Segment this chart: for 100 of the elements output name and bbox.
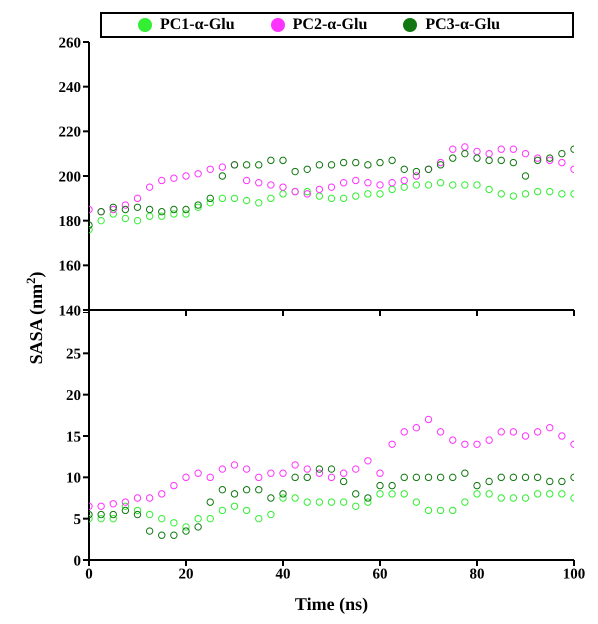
point xyxy=(182,527,190,535)
point xyxy=(461,470,469,477)
point xyxy=(376,158,384,166)
point xyxy=(206,166,214,173)
point xyxy=(352,502,360,510)
point xyxy=(412,181,420,189)
point xyxy=(412,474,420,482)
point xyxy=(194,201,202,209)
point xyxy=(328,194,336,202)
point xyxy=(400,428,408,436)
point xyxy=(388,186,396,194)
point xyxy=(206,498,214,506)
point xyxy=(304,188,311,196)
point xyxy=(291,494,299,502)
point xyxy=(412,172,420,180)
point xyxy=(424,416,432,424)
point xyxy=(110,500,117,508)
point xyxy=(558,190,566,198)
point xyxy=(328,465,336,473)
point xyxy=(473,482,481,490)
point xyxy=(255,514,262,522)
point xyxy=(255,474,262,482)
point xyxy=(279,494,287,502)
point xyxy=(461,181,469,189)
point xyxy=(461,150,469,158)
point xyxy=(558,150,566,158)
point xyxy=(255,161,262,169)
point xyxy=(436,161,444,169)
point xyxy=(522,432,530,440)
y-tick-label: 260 xyxy=(58,35,81,52)
y-tick-label: 180 xyxy=(58,214,81,230)
point xyxy=(485,150,493,158)
point xyxy=(412,498,420,506)
point xyxy=(388,490,396,498)
point xyxy=(122,206,130,214)
point xyxy=(134,216,142,224)
y-tick-label: 5 xyxy=(74,512,81,528)
point xyxy=(449,181,456,189)
y-tick-label: 20 xyxy=(66,388,81,404)
point xyxy=(158,532,166,539)
point xyxy=(400,166,408,173)
x-tick-label: 100 xyxy=(562,566,586,583)
point xyxy=(449,506,456,514)
point xyxy=(110,210,117,218)
point xyxy=(424,506,432,514)
y-tick-label: 200 xyxy=(58,169,81,186)
point xyxy=(412,424,420,432)
point xyxy=(388,156,396,164)
y-tick-label: 0 xyxy=(74,553,81,570)
point xyxy=(134,494,142,502)
point xyxy=(291,168,299,176)
point xyxy=(534,428,542,436)
point xyxy=(158,490,166,498)
point xyxy=(473,154,481,162)
point xyxy=(291,461,299,469)
point xyxy=(158,208,166,216)
y-tick-label: 10 xyxy=(66,470,81,487)
point xyxy=(473,440,481,448)
point xyxy=(449,474,456,482)
point xyxy=(376,190,384,198)
point xyxy=(328,183,336,191)
point xyxy=(158,212,166,220)
point xyxy=(134,194,142,202)
point xyxy=(242,176,250,184)
point xyxy=(122,506,130,514)
point xyxy=(340,470,348,477)
point xyxy=(340,478,348,486)
point xyxy=(242,486,250,494)
x-tick-label: 80 xyxy=(470,566,484,583)
point xyxy=(146,183,154,191)
point xyxy=(242,465,250,473)
point xyxy=(146,527,154,535)
point xyxy=(485,490,493,498)
point xyxy=(182,206,190,214)
point xyxy=(376,181,384,189)
point xyxy=(364,498,372,506)
point xyxy=(110,514,117,522)
point xyxy=(279,190,287,198)
point xyxy=(558,478,566,486)
point xyxy=(340,194,348,202)
point xyxy=(304,465,311,473)
point xyxy=(316,192,324,200)
point xyxy=(485,186,493,194)
point xyxy=(534,490,542,498)
x-axis-title: Time (ns) xyxy=(294,594,368,614)
point xyxy=(110,510,117,518)
y-tick-label: 140 xyxy=(58,303,81,320)
point xyxy=(498,474,505,482)
point xyxy=(170,519,178,526)
x-tick-label: 20 xyxy=(178,566,194,583)
point xyxy=(522,474,530,482)
point xyxy=(328,161,336,169)
point xyxy=(388,440,396,448)
point xyxy=(194,170,202,178)
point xyxy=(110,206,117,214)
point xyxy=(510,428,518,436)
point xyxy=(546,478,554,486)
point xyxy=(388,482,396,490)
point xyxy=(364,179,372,186)
point xyxy=(134,506,142,514)
